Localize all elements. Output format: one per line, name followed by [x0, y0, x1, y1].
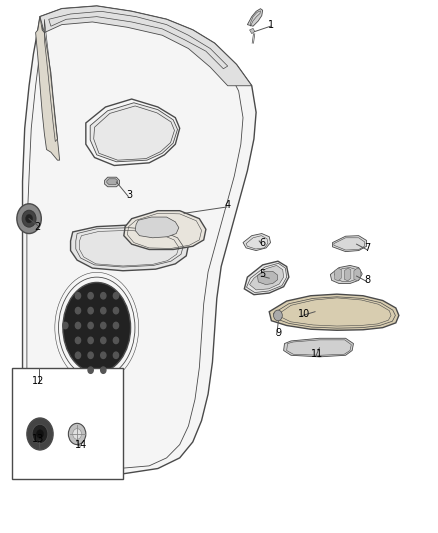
Circle shape: [101, 352, 106, 359]
Text: 7: 7: [364, 243, 371, 253]
Text: 4: 4: [225, 200, 231, 211]
Polygon shape: [135, 217, 179, 238]
Circle shape: [63, 322, 68, 329]
Polygon shape: [250, 265, 284, 290]
Polygon shape: [243, 233, 271, 251]
Circle shape: [88, 322, 93, 329]
Text: 13: 13: [32, 434, 44, 445]
Circle shape: [101, 293, 106, 299]
Circle shape: [36, 430, 43, 438]
Circle shape: [75, 352, 81, 359]
Circle shape: [274, 310, 283, 321]
Polygon shape: [330, 265, 362, 284]
Circle shape: [101, 367, 106, 373]
Circle shape: [101, 322, 106, 329]
Polygon shape: [90, 103, 177, 162]
Ellipse shape: [63, 282, 131, 373]
Text: 3: 3: [127, 190, 133, 200]
Text: 9: 9: [275, 328, 281, 338]
Text: 5: 5: [260, 270, 266, 279]
Circle shape: [88, 293, 93, 299]
Polygon shape: [35, 17, 60, 160]
Polygon shape: [250, 28, 255, 34]
Polygon shape: [107, 179, 118, 184]
Polygon shape: [71, 225, 188, 271]
Circle shape: [75, 337, 81, 344]
Circle shape: [113, 337, 119, 344]
Polygon shape: [247, 9, 263, 26]
Circle shape: [75, 293, 81, 299]
Polygon shape: [105, 177, 120, 187]
Polygon shape: [40, 6, 252, 86]
Text: 6: 6: [260, 238, 266, 247]
Circle shape: [88, 337, 93, 344]
Circle shape: [75, 322, 81, 329]
Circle shape: [88, 352, 93, 359]
Circle shape: [73, 429, 81, 439]
Circle shape: [101, 337, 106, 344]
Circle shape: [88, 308, 93, 314]
Polygon shape: [354, 268, 360, 281]
Text: 10: 10: [298, 309, 310, 319]
Text: 8: 8: [364, 275, 371, 285]
Circle shape: [101, 308, 106, 314]
Circle shape: [113, 352, 119, 359]
Polygon shape: [269, 294, 399, 330]
Circle shape: [17, 204, 41, 233]
Polygon shape: [335, 268, 341, 281]
Circle shape: [88, 367, 93, 373]
Text: 1: 1: [268, 20, 275, 30]
Circle shape: [25, 214, 32, 223]
Circle shape: [27, 418, 53, 450]
Polygon shape: [284, 338, 353, 357]
Circle shape: [113, 322, 119, 329]
Text: 12: 12: [32, 376, 44, 386]
Text: 2: 2: [35, 222, 41, 232]
Circle shape: [113, 293, 119, 299]
Text: 14: 14: [75, 440, 88, 450]
Polygon shape: [258, 271, 278, 285]
Circle shape: [22, 210, 36, 227]
Circle shape: [68, 423, 86, 445]
Polygon shape: [344, 268, 351, 281]
FancyBboxPatch shape: [12, 368, 123, 479]
Circle shape: [75, 308, 81, 314]
Polygon shape: [124, 211, 206, 249]
Text: 11: 11: [311, 349, 323, 359]
Polygon shape: [244, 261, 289, 295]
Polygon shape: [332, 236, 367, 252]
Circle shape: [113, 308, 119, 314]
Polygon shape: [22, 6, 256, 474]
Circle shape: [32, 424, 48, 443]
